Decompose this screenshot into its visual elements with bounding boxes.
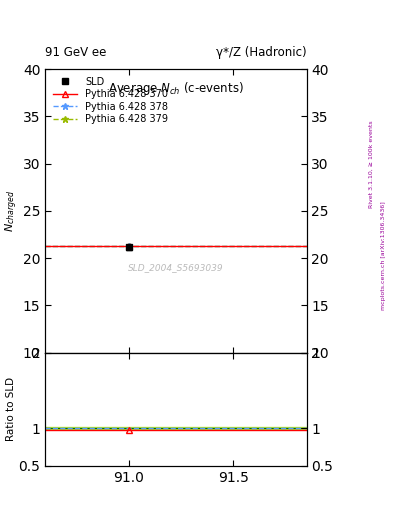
Text: γ*/Z (Hadronic): γ*/Z (Hadronic): [216, 46, 307, 59]
Y-axis label: $N_{charged}$: $N_{charged}$: [4, 190, 20, 232]
Y-axis label: Ratio to SLD: Ratio to SLD: [6, 377, 16, 441]
Legend: SLD, Pythia 6.428 370, Pythia 6.428 378, Pythia 6.428 379: SLD, Pythia 6.428 370, Pythia 6.428 378,…: [50, 74, 171, 127]
Text: Average $N_{ch}$ (c-events): Average $N_{ch}$ (c-events): [108, 80, 244, 97]
Text: 91 GeV ee: 91 GeV ee: [45, 46, 107, 59]
Text: mcplots.cern.ch [arXiv:1306.3436]: mcplots.cern.ch [arXiv:1306.3436]: [381, 202, 386, 310]
Text: Rivet 3.1.10, ≥ 100k events: Rivet 3.1.10, ≥ 100k events: [369, 120, 374, 208]
Text: SLD_2004_S5693039: SLD_2004_S5693039: [128, 263, 224, 272]
